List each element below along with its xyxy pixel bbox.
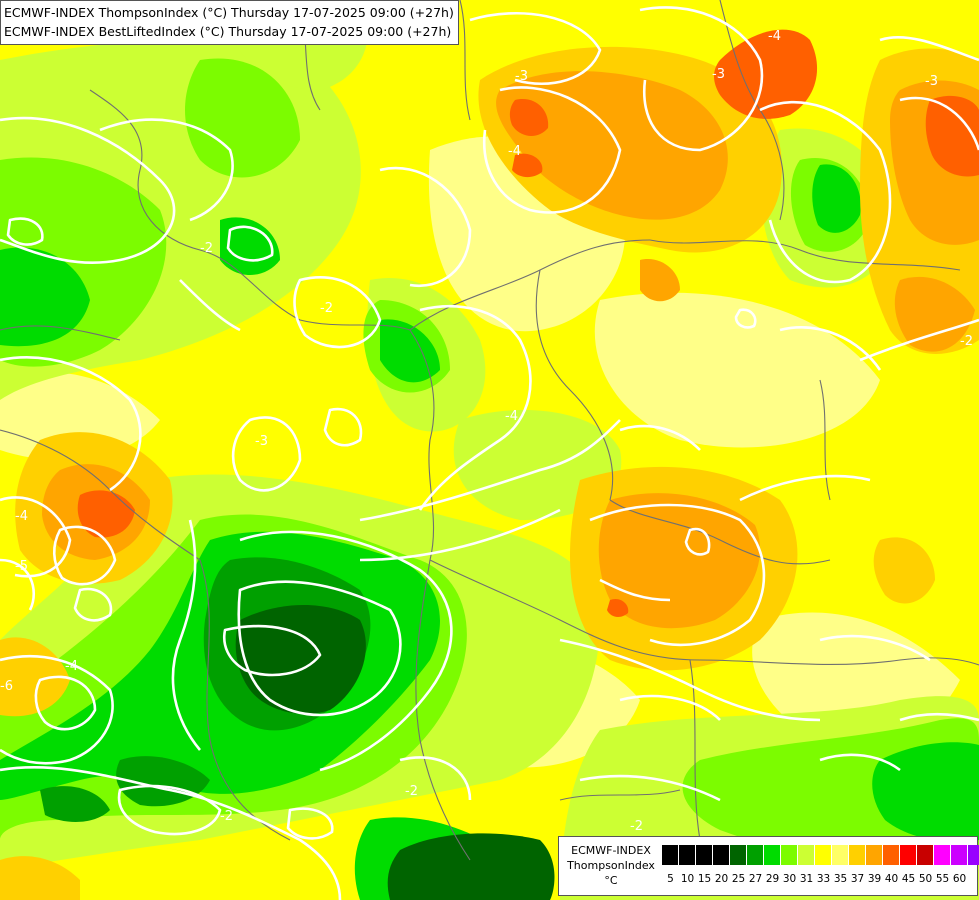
title-thompson-index: ECMWF-INDEX ThompsonIndex (°C) Thursday … xyxy=(4,5,454,20)
legend-tick-label: 35 xyxy=(833,873,848,885)
contour-label: -2 xyxy=(960,334,973,349)
dark-green-areas xyxy=(235,605,555,900)
legend-swatch xyxy=(968,845,979,865)
contour-label: -4 xyxy=(65,659,78,674)
contour-label: -2 xyxy=(320,301,333,316)
contour-label: -2 xyxy=(630,819,643,834)
legend-swatch xyxy=(662,845,679,865)
legend-tick-label: 37 xyxy=(850,873,865,885)
legend-swatch xyxy=(764,845,781,865)
legend-label: ECMWF-INDEX ThompsonIndex °C xyxy=(563,843,659,888)
legend-swatches xyxy=(662,845,979,865)
legend-swatch xyxy=(900,845,917,865)
contour-label: -3 xyxy=(712,67,725,82)
legend-unit: °C xyxy=(604,874,618,887)
contour-label: -6 xyxy=(0,679,13,694)
map-title-box: ECMWF-INDEX ThompsonIndex (°C) Thursday … xyxy=(0,0,459,45)
legend-swatch xyxy=(832,845,849,865)
color-legend: ECMWF-INDEX ThompsonIndex °C 5 10 15 20 25 27… xyxy=(558,836,979,896)
legend-swatch xyxy=(934,845,951,865)
legend-tick-label: 5 xyxy=(667,873,674,885)
legend-swatch xyxy=(815,845,832,865)
contour-label: -5 xyxy=(15,559,28,574)
contour-label: -4 xyxy=(768,29,781,44)
contour-label: -3 xyxy=(515,69,528,84)
legend-tick-label: 50 xyxy=(918,873,933,885)
contour-labels: -4 -3 -4 -3 -2 -4 -3 -4 -2 -5 -6 -4 -2 -… xyxy=(0,29,973,834)
legend-tick-label: 25 xyxy=(731,873,746,885)
legend-tick-label: 29 xyxy=(765,873,780,885)
lifted-index-contours xyxy=(0,6,979,900)
legend-swatch xyxy=(696,845,713,865)
legend-tick-label: 15 xyxy=(697,873,712,885)
contour-label: -4 xyxy=(508,144,521,159)
contour-label: -4 xyxy=(505,409,518,424)
legend-tick-label: 10 xyxy=(680,873,695,885)
legend-tick-label: 33 xyxy=(816,873,831,885)
legend-tick-label: 45 xyxy=(901,873,916,885)
legend-swatch xyxy=(781,845,798,865)
contour-label: -2 xyxy=(220,809,233,824)
contour-label: -2 xyxy=(405,784,418,799)
legend-swatch xyxy=(798,845,815,865)
legend-tick-label: 30 xyxy=(782,873,797,885)
legend-swatch xyxy=(951,845,968,865)
legend-swatch xyxy=(883,845,900,865)
orange-areas xyxy=(42,71,979,629)
legend-tick-label: 60 xyxy=(952,873,967,885)
contour-label: -2 xyxy=(200,241,213,256)
contour-label: -4 xyxy=(15,509,28,524)
legend-swatch xyxy=(917,845,934,865)
legend-tick-label: 40 xyxy=(884,873,899,885)
contour-label: -3 xyxy=(255,434,268,449)
legend-swatch xyxy=(730,845,747,865)
legend-tick-label: 20 xyxy=(714,873,729,885)
legend-swatch xyxy=(866,845,883,865)
country-borders xyxy=(0,0,979,861)
legend-tick-label: 55 xyxy=(935,873,950,885)
legend-model-name: ECMWF-INDEX xyxy=(571,844,651,857)
legend-swatch xyxy=(747,845,764,865)
orange-red-areas xyxy=(77,29,979,617)
legend-tick-label: 27 xyxy=(748,873,763,885)
legend-swatch xyxy=(713,845,730,865)
legend-tick-label: 31 xyxy=(799,873,814,885)
legend-tick-label: 39 xyxy=(867,873,882,885)
light-yellow-areas xyxy=(0,136,960,768)
contour-label: -3 xyxy=(925,74,938,89)
legend-swatch xyxy=(679,845,696,865)
legend-swatch xyxy=(849,845,866,865)
legend-field-name: ThompsonIndex xyxy=(567,859,655,872)
legend-ticks: 5 10 15 20 25 27 29 30 31 33 35 37 39 40 45 50 55 60 xyxy=(662,873,968,885)
title-lifted-index: ECMWF-INDEX BestLiftedIndex (°C) Thursda… xyxy=(4,24,452,39)
